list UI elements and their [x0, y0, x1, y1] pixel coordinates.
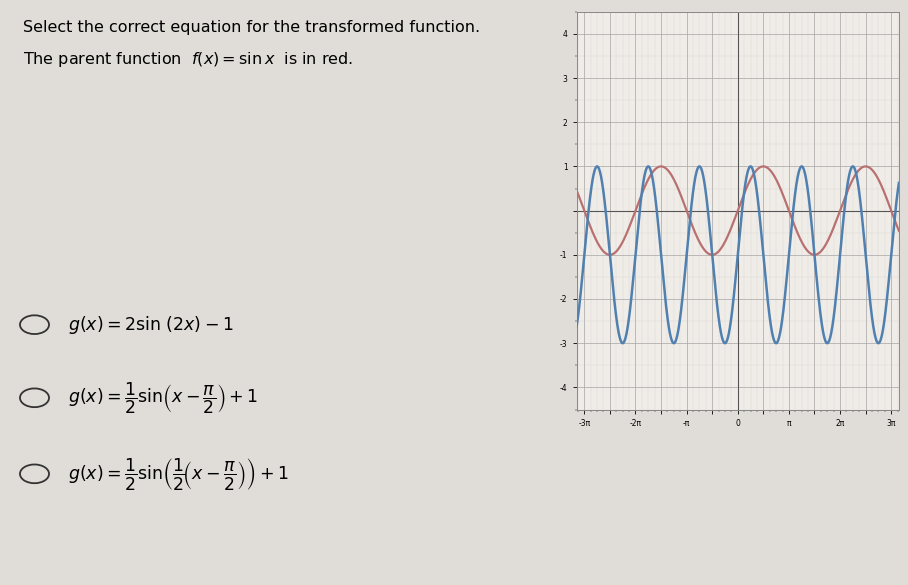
Text: $g(x) = \dfrac{1}{2}\sin\!\left(\dfrac{1}{2}\!\left(x - \dfrac{\pi}{2}\right)\ri: $g(x) = \dfrac{1}{2}\sin\!\left(\dfrac{1… — [68, 456, 289, 492]
Text: $g(x) = 2\sin\,(2x) - 1$: $g(x) = 2\sin\,(2x) - 1$ — [68, 314, 233, 336]
Text: Select the correct equation for the transformed function.: Select the correct equation for the tran… — [23, 20, 479, 36]
Text: The parent function  $f(x) = \sin x$  is in red.: The parent function $f(x) = \sin x$ is i… — [23, 50, 353, 68]
Text: $g(x) = \dfrac{1}{2}\sin\!\left(x - \dfrac{\pi}{2}\right) + 1$: $g(x) = \dfrac{1}{2}\sin\!\left(x - \dfr… — [68, 380, 259, 415]
